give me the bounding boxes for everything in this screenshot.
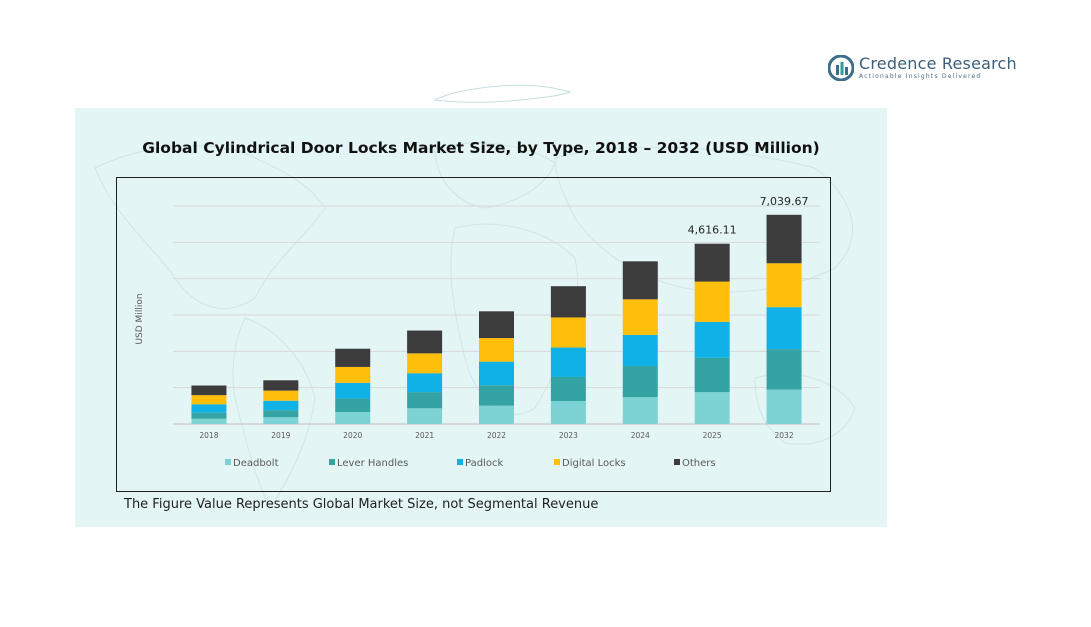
legend-item-others: Others [682,458,716,469]
chart-panel: Global Cylindrical Door Locks Market Siz… [75,108,887,527]
bar-deadbolt-2021 [407,408,443,424]
legend-swatch [674,459,680,465]
bar-lever-handles-2021 [407,392,443,409]
credence-research-logo: Credence Research Actionable Insights De… [828,55,1017,81]
bar-others-2032 [766,214,802,264]
legend-swatch [457,459,463,465]
bar-others-2018 [191,385,227,396]
x-tick-label: 2020 [343,431,362,440]
stacked-bar-chart: USD Million 2018 2019 2020 2021 2022 2023 2024 2… [135,195,820,469]
bar-padlock-2022 [479,361,514,386]
bar-lever-handles-2025 [694,357,730,393]
x-tick-label: 2022 [487,431,506,440]
chart-frame: USD Million 2018 2019 2020 2021 2022 2023 2024 2… [116,177,831,492]
chart-title: Global Cylindrical Door Locks Market Siz… [142,139,820,157]
bar-padlock-2021 [407,373,443,393]
bar-padlock-2023 [550,347,586,377]
bar-lever-handles-2019 [263,410,299,418]
bar-digital-locks-2032 [766,263,802,308]
legend-swatch [329,459,335,465]
legend-item-deadbolt: Deadbolt [233,458,279,469]
bar-lever-handles-2022 [479,385,514,406]
x-tick-label: 2024 [631,431,650,440]
footnote: The Figure Value Represents Global Marke… [124,497,599,512]
x-tick-label: 2025 [703,431,722,440]
map-outline-fragment [433,84,572,103]
bar-lever-handles-2018 [191,412,227,419]
legend-item-padlock: Padlock [465,458,503,469]
y-axis-label: USD Million [135,293,145,344]
legend-swatch [225,459,231,465]
bar-lever-handles-2032 [766,349,802,390]
bar-deadbolt-2019 [263,417,299,424]
logo-icon [828,55,854,81]
bar-digital-locks-2018 [191,395,227,405]
x-tick-label: 2018 [199,431,218,440]
bar-padlock-2020 [335,382,371,399]
x-tick-label: 2023 [559,431,578,440]
bar-others-2025 [694,243,730,282]
bar-digital-locks-2021 [407,353,443,374]
bar-lever-handles-2023 [550,376,586,402]
bar-others-2020 [335,348,371,367]
bar-digital-locks-2023 [550,317,586,348]
bar-deadbolt-2018 [191,418,227,424]
bar-others-2022 [479,311,514,339]
bar-padlock-2032 [766,307,802,350]
bar-padlock-2025 [694,321,730,358]
data-label: 7,039.67 [760,195,809,208]
data-label: 4,616.11 [688,224,737,237]
bar-digital-locks-2025 [694,281,730,322]
bar-padlock-2018 [191,404,227,413]
bar-digital-locks-2022 [479,338,514,362]
bar-others-2024 [622,261,658,300]
legend-swatch [554,459,560,465]
bar-digital-locks-2019 [263,390,299,401]
bar-others-2019 [263,380,299,391]
brand-tagline: Actionable Insights Delivered [859,73,982,80]
x-tick-label: 2019 [271,431,290,440]
legend-item-lever-handles: Lever Handles [337,458,408,469]
legend-item-digital-locks: Digital Locks [562,458,626,469]
bar-deadbolt-2022 [479,405,514,424]
bar-lever-handles-2020 [335,398,371,413]
brand-name: Credence Research [859,54,1017,73]
x-tick-label: 2021 [415,431,434,440]
bar-digital-locks-2020 [335,366,371,383]
bar-deadbolt-2025 [694,392,730,424]
bar-lever-handles-2024 [622,365,658,398]
bar-padlock-2024 [622,334,658,366]
bar-deadbolt-2024 [622,397,658,424]
bar-others-2023 [550,286,586,318]
x-tick-label: 2032 [775,431,794,440]
bar-others-2021 [407,330,443,354]
bar-padlock-2019 [263,400,299,411]
bar-deadbolt-2032 [766,389,802,424]
bar-deadbolt-2020 [335,412,371,424]
bar-digital-locks-2024 [622,299,658,335]
bar-deadbolt-2023 [550,401,586,424]
